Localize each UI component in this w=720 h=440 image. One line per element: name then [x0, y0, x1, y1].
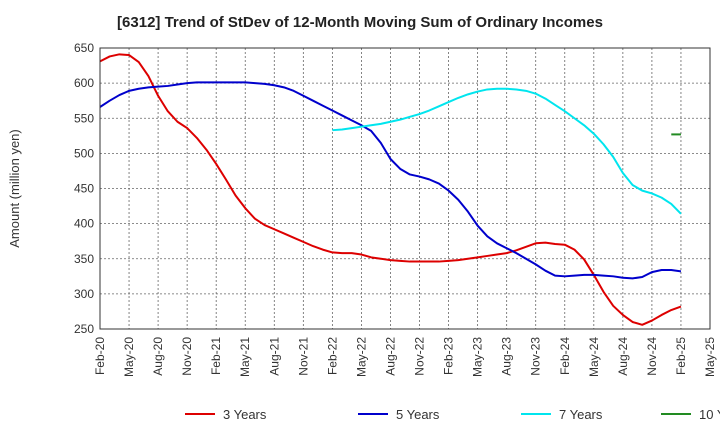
legend-label-7-years: 7 Years — [559, 407, 603, 422]
legend-label-10-years: 10 Years — [699, 407, 720, 422]
x-tick-label: Feb-24 — [558, 337, 572, 375]
x-tick-label: Nov-22 — [413, 337, 427, 376]
series-line-3-years — [99, 53, 682, 326]
legend-label-5-years: 5 Years — [396, 407, 440, 422]
x-tick-label: Feb-25 — [674, 337, 688, 375]
y-axis-label: Amount (million yen) — [7, 129, 22, 248]
x-tick-label: Nov-21 — [296, 337, 310, 376]
x-tick-label: May-21 — [238, 337, 252, 377]
x-tick-label: Aug-21 — [267, 337, 281, 376]
x-tick-label: Nov-24 — [645, 337, 659, 376]
plot-series — [99, 53, 682, 326]
x-tick-label: May-25 — [703, 337, 717, 377]
x-tick-label: Feb-22 — [325, 337, 339, 375]
x-tick-label: May-23 — [471, 337, 485, 377]
chart-title: [6312] Trend of StDev of 12-Month Moving… — [117, 14, 603, 31]
legend-label-3-years: 3 Years — [223, 407, 267, 422]
x-tick-label: Nov-23 — [529, 337, 543, 376]
y-tick-label: 300 — [74, 287, 94, 301]
x-tick-label: May-24 — [587, 337, 601, 377]
y-tick-label: 600 — [74, 76, 94, 90]
x-tick-label: Aug-23 — [500, 337, 514, 376]
x-tick-label: Feb-23 — [442, 337, 456, 375]
x-tick-label: Aug-22 — [383, 337, 397, 376]
y-tick-label: 500 — [74, 146, 94, 160]
y-tick-label: 250 — [74, 322, 94, 336]
y-tick-label: 400 — [74, 217, 94, 231]
y-tick-label: 550 — [74, 111, 94, 125]
y-tick-label: 350 — [74, 252, 94, 266]
y-tick-label: 450 — [74, 182, 94, 196]
y-tick-label: 650 — [74, 41, 94, 55]
x-tick-label: Feb-20 — [93, 337, 107, 375]
x-tick-label: Feb-21 — [209, 337, 223, 375]
series-line-5-years — [99, 81, 682, 280]
x-tick-label: Nov-20 — [180, 337, 194, 376]
legend: 3 Years 5 Years 7 Years 10 Years — [185, 407, 720, 422]
series-line-7-years — [332, 87, 682, 215]
grid — [99, 47, 711, 330]
x-tick-label: May-20 — [122, 337, 136, 377]
plot-frame — [99, 47, 711, 330]
x-tick-label: Aug-20 — [151, 337, 165, 376]
x-tick-label: Aug-24 — [616, 337, 630, 376]
axes: 250 300 350 400 450 500 550 600 650 Feb-20 May-20 A… — [7, 41, 717, 377]
x-tick-label: May-22 — [354, 337, 368, 377]
